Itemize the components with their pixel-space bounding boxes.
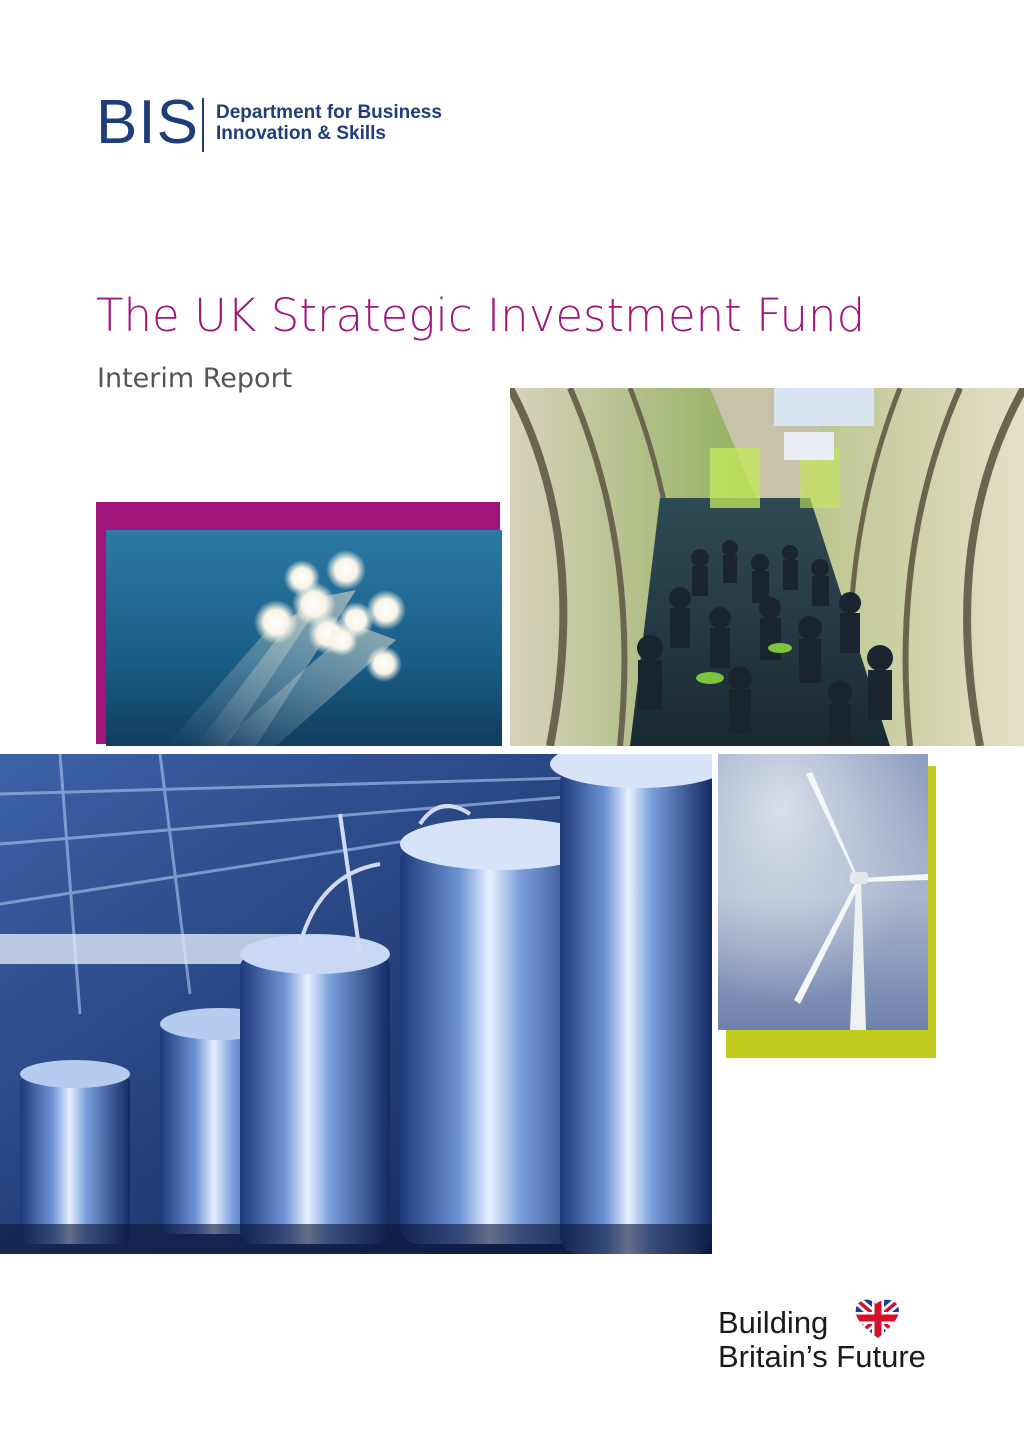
- industrial-tanks-photo: [0, 754, 712, 1254]
- event-crowd-photo: [510, 388, 1024, 746]
- bis-logo: BIS Department for Business Innovation &…: [96, 88, 476, 157]
- bis-wordmark: BIS: [96, 88, 199, 157]
- steel-tanks-icon: [0, 754, 712, 1254]
- union-flag-heart-icon: [855, 1299, 899, 1338]
- building-britains-future-logo: Building Britain’s Future: [718, 1296, 958, 1380]
- crowd-in-tunnel-hall-icon: [510, 388, 1024, 746]
- logo-divider: [202, 98, 204, 152]
- report-subtitle: Interim Report: [97, 363, 293, 394]
- report-title: The UK Strategic Investment Fund: [96, 289, 866, 342]
- fibre-optic-lights-icon: [106, 530, 502, 746]
- wind-turbine-icon: [718, 754, 928, 1030]
- wind-turbine-photo: [718, 754, 928, 1030]
- logo-line-britains-future: Britain’s Future: [718, 1339, 926, 1374]
- logo-line-building: Building: [718, 1305, 829, 1340]
- fibre-optic-lights-photo: [106, 530, 502, 746]
- department-name: Department for Business Innovation & Ski…: [216, 102, 442, 144]
